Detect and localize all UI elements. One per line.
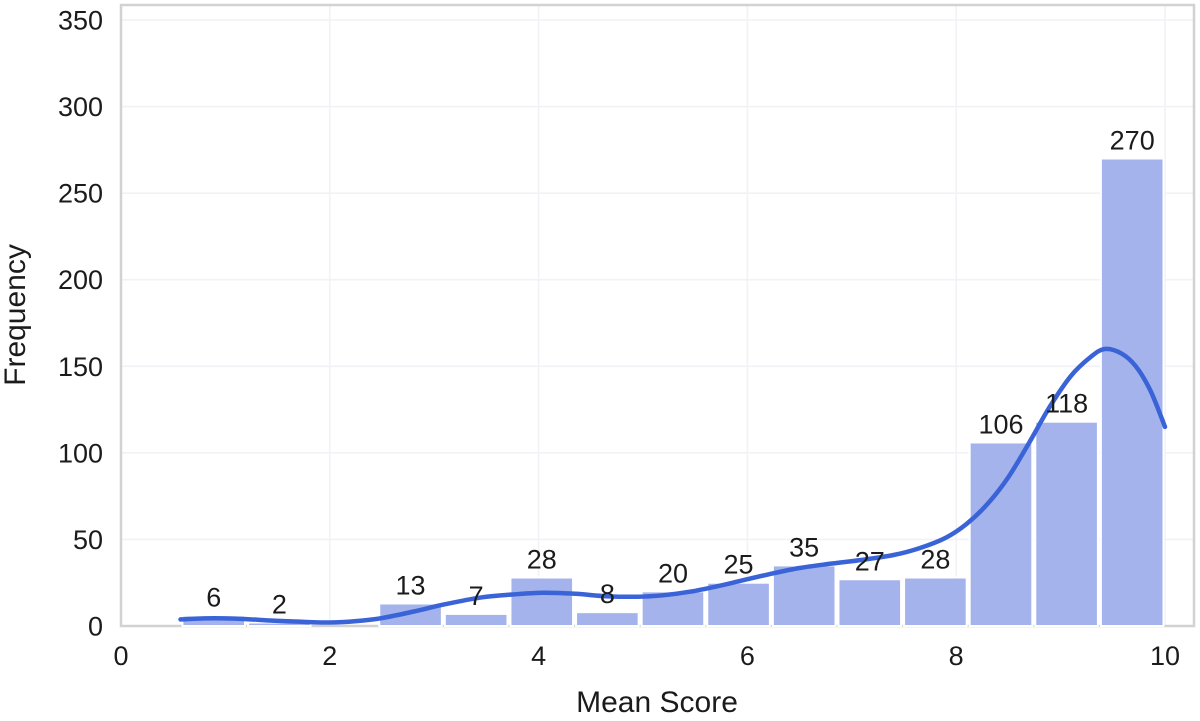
y-tick-label: 350 — [58, 6, 103, 36]
bar-value-labels: 6 2 13 7 28 8 20 25 35 27 28 106 118 270 — [206, 126, 1155, 620]
y-tick-label: 150 — [58, 352, 103, 382]
histogram-bar — [443, 612, 509, 628]
bar-value-label: 28 — [527, 545, 557, 575]
y-tick-label: 200 — [58, 265, 103, 295]
histogram-bar — [1099, 157, 1165, 627]
x-axis-label: Mean Score — [576, 686, 738, 719]
y-tick-label: 0 — [88, 612, 103, 642]
x-tick-label: 10 — [1150, 641, 1180, 671]
x-tick-label: 0 — [113, 641, 128, 671]
bar-value-label: 106 — [978, 409, 1023, 439]
bar-value-label: 6 — [206, 583, 221, 613]
bar-value-label: 2 — [272, 590, 287, 620]
y-tick-labels: 0 50 100 150 200 250 300 350 — [58, 6, 103, 642]
y-tick-label: 300 — [58, 92, 103, 122]
x-tick-label: 6 — [740, 641, 755, 671]
histogram-bar — [771, 564, 837, 628]
bar-value-label: 118 — [1045, 389, 1088, 419]
bar-value-label: 35 — [789, 532, 819, 562]
bar-value-label: 270 — [1110, 126, 1155, 156]
y-tick-label: 50 — [73, 525, 103, 555]
histogram-bar — [706, 581, 771, 628]
x-tick-label: 8 — [949, 641, 964, 671]
histogram-bar — [968, 441, 1034, 627]
kde-curve — [178, 346, 1168, 625]
histogram-bars — [181, 157, 1165, 628]
histogram-bar — [509, 576, 575, 628]
x-tick-labels: 0 2 4 6 8 10 — [113, 641, 1180, 671]
y-tick-label: 100 — [58, 438, 103, 468]
bar-value-label: 8 — [600, 579, 615, 609]
y-axis-label: Frequency — [0, 244, 32, 386]
bar-value-label: 7 — [469, 581, 484, 611]
bar-value-label: 13 — [396, 570, 426, 600]
histogram-bar — [837, 578, 903, 627]
bar-value-label: 20 — [658, 558, 688, 588]
x-tick-label: 4 — [531, 641, 546, 671]
bar-value-label: 27 — [855, 546, 885, 576]
bar-value-label: 25 — [724, 550, 754, 580]
bar-value-label: 28 — [920, 545, 950, 575]
gridlines — [121, 5, 1194, 626]
histogram-bar — [1034, 420, 1099, 628]
histogram-bar — [575, 611, 640, 627]
y-tick-label: 250 — [58, 179, 103, 209]
x-tick-label: 2 — [322, 641, 337, 671]
histogram-bar — [903, 576, 968, 628]
